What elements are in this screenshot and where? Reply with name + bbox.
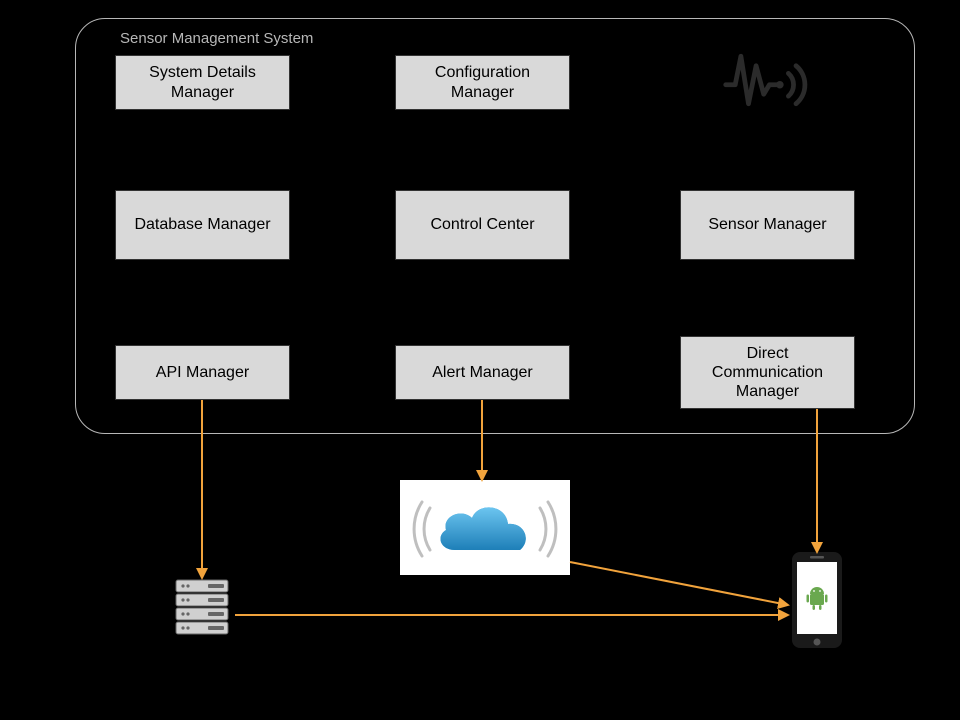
cloud-icon bbox=[400, 480, 570, 575]
signal-icon bbox=[720, 45, 815, 115]
box-label: Database Manager bbox=[134, 215, 270, 234]
box-label: Control Center bbox=[430, 215, 534, 234]
box-database-manager: Database Manager bbox=[115, 190, 290, 260]
box-direct-comm-manager: Direct Communication Manager bbox=[680, 336, 855, 409]
diagram-canvas: Sensor Management System System Details … bbox=[0, 0, 960, 720]
box-alert-manager: Alert Manager bbox=[395, 345, 570, 400]
box-configuration-manager: Configuration Manager bbox=[395, 55, 570, 110]
box-control-center: Control Center bbox=[395, 190, 570, 260]
phone-icon bbox=[790, 550, 844, 650]
box-api-manager: API Manager bbox=[115, 345, 290, 400]
box-label: Direct Communication Manager bbox=[689, 344, 846, 402]
box-system-details-manager: System Details Manager bbox=[115, 55, 290, 110]
sms-container-title: Sensor Management System bbox=[120, 30, 313, 47]
box-label: Sensor Manager bbox=[708, 215, 826, 234]
box-label: Configuration Manager bbox=[404, 63, 561, 101]
box-label: API Manager bbox=[156, 363, 249, 382]
box-label: Alert Manager bbox=[432, 363, 533, 382]
server-icon bbox=[172, 578, 232, 636]
box-sensor-manager: Sensor Manager bbox=[680, 190, 855, 260]
box-label: System Details Manager bbox=[124, 63, 281, 101]
